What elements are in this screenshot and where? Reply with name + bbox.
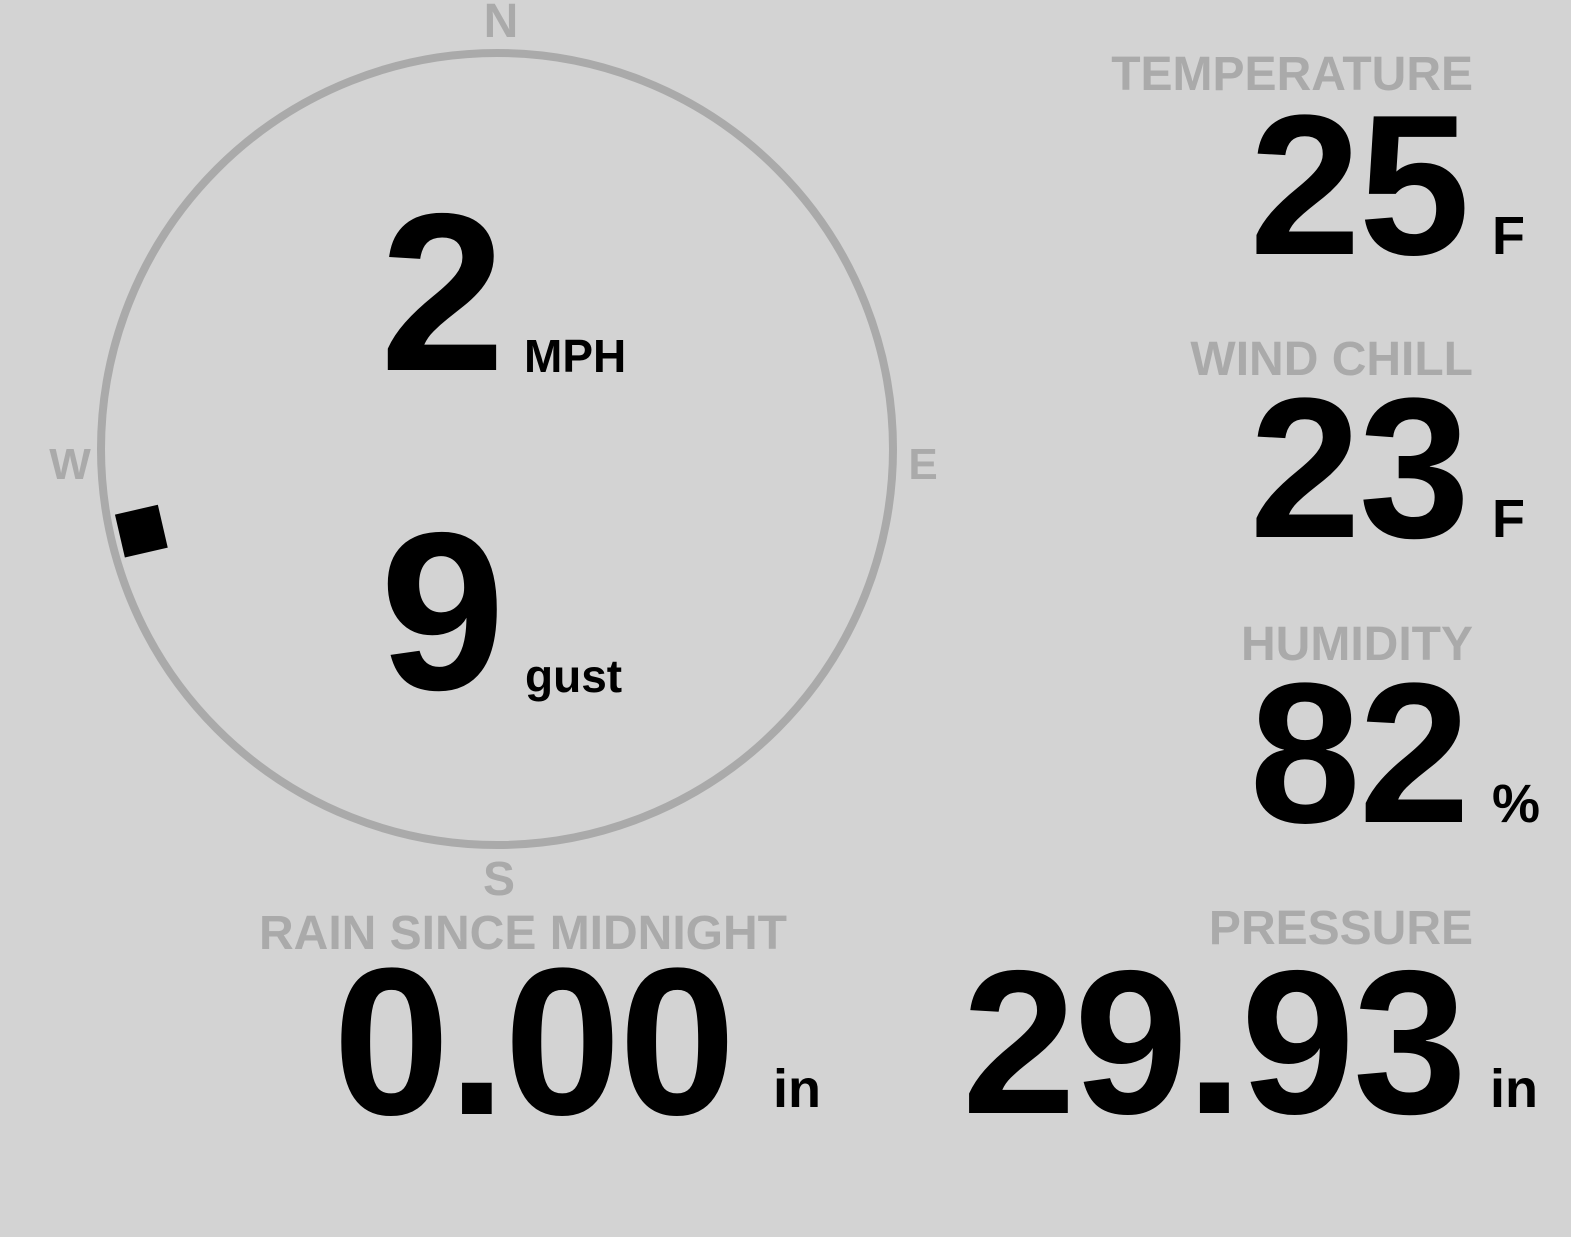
wind-chill-label: WIND CHILL — [1190, 333, 1473, 386]
humidity-value: 82 — [1249, 642, 1470, 865]
wind-chill-unit: F — [1492, 489, 1525, 549]
compass-ring — [97, 49, 897, 849]
compass-north: N — [483, 0, 519, 48]
compass-east: E — [908, 440, 938, 489]
wind-gust-value: 9 — [380, 485, 505, 737]
wind-speed-unit: MPH — [524, 330, 627, 382]
wind-chill-value: 23 — [1249, 357, 1470, 580]
humidity-unit: % — [1492, 774, 1541, 834]
rain-label: RAIN SINCE MIDNIGHT — [259, 907, 787, 960]
compass-south: S — [482, 853, 516, 906]
pressure-value: 29.93 — [961, 928, 1467, 1157]
temperature-value: 25 — [1249, 74, 1470, 297]
pressure-unit: in — [1490, 1059, 1538, 1119]
rain-value: 0.00 — [333, 924, 736, 1159]
wind-speed-value: 2 — [380, 166, 505, 418]
temperature-unit: F — [1492, 206, 1525, 266]
wind-direction-marker — [114, 504, 168, 558]
pressure-label: PRESSURE — [1208, 902, 1473, 955]
compass-west: W — [49, 440, 91, 489]
wind-gust-label: gust — [525, 650, 623, 702]
humidity-label: HUMIDITY — [1241, 618, 1473, 671]
rain-unit: in — [773, 1059, 821, 1119]
temperature-label: TEMPERATURE — [1111, 48, 1473, 101]
